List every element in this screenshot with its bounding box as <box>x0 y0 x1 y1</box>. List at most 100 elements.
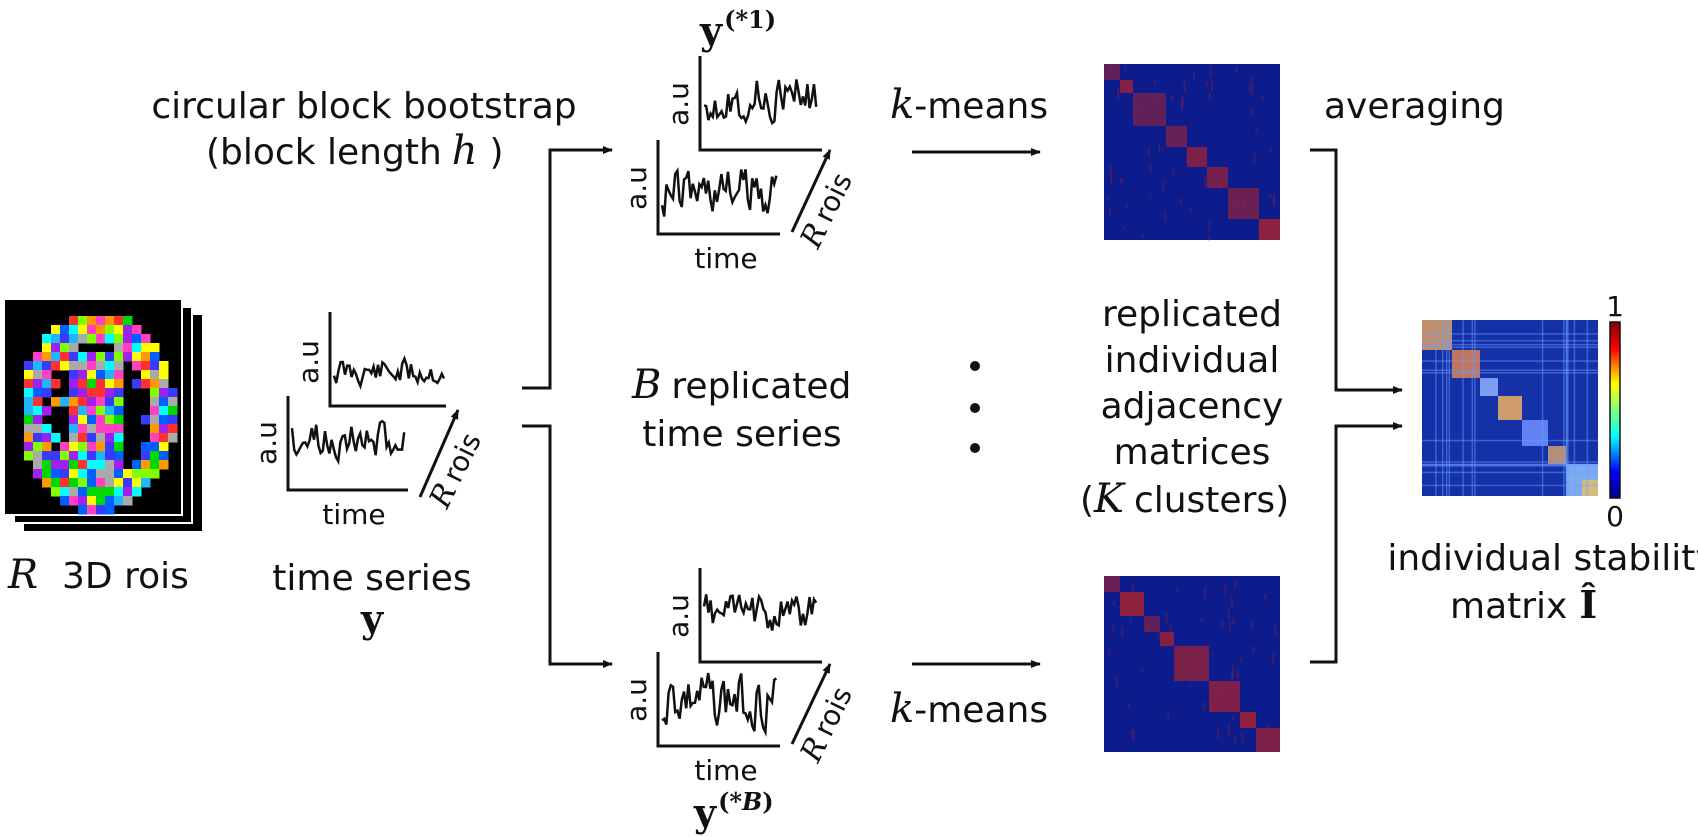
brain-roi-voxel <box>69 361 79 371</box>
brain-roi-voxel <box>132 343 142 353</box>
matrix-noise <box>1208 221 1211 233</box>
brain-roi-voxel <box>60 451 70 461</box>
matrix-noise <box>1172 169 1175 177</box>
brain-roi-voxel <box>33 352 43 362</box>
brain-roi-voxel <box>42 478 52 488</box>
brain-roi-voxel <box>123 316 133 326</box>
matrix-noise <box>1273 739 1276 745</box>
matrix-noise <box>1127 702 1130 709</box>
ts-front-au-label: a.u <box>250 421 283 465</box>
matrix-noise <box>1232 666 1235 678</box>
brain-roi-voxel <box>114 424 124 434</box>
brain-roi-voxel <box>168 397 178 407</box>
brain-roi-voxel <box>87 325 97 335</box>
matrix-noise <box>1209 65 1212 78</box>
brain-roi-voxel <box>105 460 115 470</box>
original-timeseries: a.u a.u time Rrois <box>250 312 488 531</box>
brain-roi-voxel <box>24 451 34 461</box>
brain-roi-voxel <box>150 451 160 461</box>
ts-time-label: time <box>322 498 385 531</box>
matrix-noise <box>1211 703 1214 713</box>
repB-front-au-label: a.u <box>620 678 653 722</box>
stability-grid-line <box>1563 320 1565 496</box>
brain-roi-voxel <box>105 415 115 425</box>
adjacency-label-line5b: clusters) <box>1134 480 1289 521</box>
matrix-noise <box>1142 234 1145 238</box>
brain-roi-voxel <box>168 406 178 416</box>
repB-time-label: time <box>694 754 757 787</box>
replicated-var: B <box>631 362 661 408</box>
brain-roi-voxel <box>78 352 88 362</box>
brain-roi-voxel <box>105 424 115 434</box>
matrix-noise <box>1114 68 1117 74</box>
brain-roi-voxel <box>78 415 88 425</box>
brain-roi-voxel <box>69 370 79 380</box>
brain-roi-voxel <box>168 424 178 434</box>
brain-roi-voxel <box>60 334 70 344</box>
brain-roi-voxel <box>69 397 79 407</box>
brain-roi-voxel <box>96 469 106 479</box>
ellipsis-dot-1 <box>970 361 980 371</box>
brain-roi-voxel <box>69 442 79 452</box>
adjacency-matrix-top <box>1104 64 1280 241</box>
brain-roi-voxel <box>42 406 52 416</box>
brain-roi-voxel <box>159 370 169 380</box>
matrix-noise <box>1231 597 1234 607</box>
stability-var: Î <box>1579 582 1597 627</box>
matrix-noise <box>1192 71 1195 79</box>
matrix-noise <box>1149 165 1152 173</box>
adjacency-label-line1: replicated <box>1102 294 1282 335</box>
matrix-noise <box>1119 606 1122 614</box>
rep1-rois-arrow <box>790 149 832 233</box>
stability-grid-line <box>1474 320 1476 496</box>
matrix-noise <box>1269 146 1272 153</box>
brain-roi-voxel <box>114 442 124 452</box>
matrix-noise <box>1261 224 1264 229</box>
ts-rois-text: rois <box>436 428 488 488</box>
brain-roi-voxel <box>96 478 106 488</box>
matrix-noise <box>1149 196 1152 199</box>
brain-roi-voxel <box>60 343 70 353</box>
matrix-noise <box>1119 178 1122 183</box>
matrix-noise <box>1156 95 1159 101</box>
matrix-noise <box>1110 64 1113 72</box>
colorbar-max-label: 1 <box>1606 290 1624 323</box>
brain-roi-voxel <box>78 325 88 335</box>
repB-back-axes <box>698 568 822 664</box>
matrix-noise <box>1233 202 1235 207</box>
brain-roi-voxel <box>33 424 43 434</box>
brain-roi-voxel <box>132 478 142 488</box>
brain-roi-voxel <box>42 352 52 362</box>
matrix-noise <box>1203 587 1206 599</box>
averaging-label: averaging <box>1324 86 1505 127</box>
brain-roi-voxel <box>69 478 79 488</box>
rep1-back-au-label: a.u <box>662 82 695 126</box>
stability-cluster-block <box>1422 320 1452 350</box>
matrix-noise <box>1212 652 1214 656</box>
rois-var: R <box>7 552 38 598</box>
brain-roi-voxel <box>150 379 160 389</box>
brain-roi-voxel <box>87 361 97 371</box>
rois-text: 3D rois <box>62 556 189 597</box>
ts-back-trace <box>332 355 446 390</box>
brain-roi-voxel <box>141 343 151 353</box>
stability-grid-line <box>1448 320 1451 496</box>
brain-roi-voxel <box>78 379 88 389</box>
brain-roi-voxel <box>51 469 61 479</box>
ts-caption: time series <box>272 558 471 599</box>
brain-roi-voxel <box>87 478 97 488</box>
matrix-noise <box>1210 688 1213 696</box>
brain-roi-voxel <box>69 388 79 398</box>
brain-roi-voxel <box>105 370 115 380</box>
matrix-noise <box>1179 198 1182 205</box>
brain-roi-voxel <box>69 433 79 443</box>
rep1-back-axes <box>698 56 822 152</box>
brain-roi-voxel <box>96 325 106 335</box>
matrix-noise <box>1131 583 1134 592</box>
colorbar-min-label: 0 <box>1606 500 1624 533</box>
brain-roi-voxel <box>24 406 34 416</box>
matrix-noise <box>1157 632 1160 640</box>
brain-roi-voxel <box>123 487 133 497</box>
matrix-noise <box>1175 589 1178 594</box>
brain-roi-voxel <box>141 370 151 380</box>
